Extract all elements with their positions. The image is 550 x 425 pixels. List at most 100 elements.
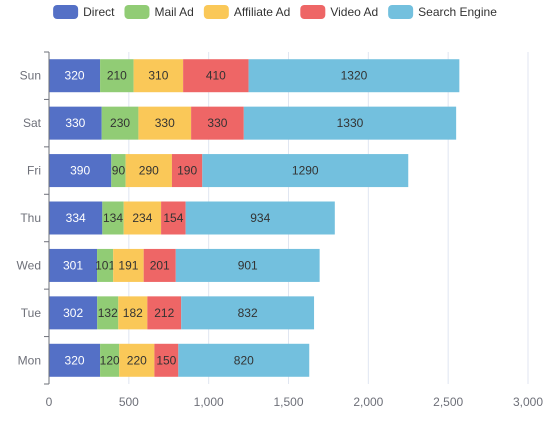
data-label-mail-ad-sun: 210 — [107, 69, 127, 83]
legend-swatch-affiliate-ad — [203, 5, 229, 19]
y-tick-label-fri: Fri — [27, 164, 41, 178]
bar-affiliate-ad-sat — [138, 106, 192, 140]
legend-item-video-ad[interactable]: Video Ad — [300, 5, 378, 19]
bar-affiliate-ad-mon — [119, 343, 155, 377]
data-label-affiliate-ad-sun: 310 — [148, 69, 168, 83]
bar-direct-sat — [49, 106, 102, 140]
data-label-mail-ad-thu: 134 — [103, 211, 123, 225]
data-label-direct-sun: 320 — [65, 69, 85, 83]
data-label-search-engine-mon: 820 — [234, 353, 254, 367]
bar-search-engine-sun — [248, 59, 460, 93]
bar-mail-ad-wed — [97, 248, 114, 282]
data-label-mail-ad-mon: 120 — [100, 353, 120, 367]
data-label-video-ad-wed: 201 — [150, 258, 170, 272]
data-label-direct-tue: 302 — [63, 306, 83, 320]
x-tick-label-500: 500 — [119, 395, 139, 409]
bar-affiliate-ad-fri — [125, 154, 172, 188]
data-label-direct-fri: 390 — [70, 164, 90, 178]
bar-mail-ad-fri — [111, 154, 126, 188]
data-label-video-ad-tue: 212 — [154, 306, 174, 320]
bar-mail-ad-sun — [100, 59, 134, 93]
bar-search-engine-sat — [243, 106, 457, 140]
bar-mail-ad-mon — [100, 343, 120, 377]
data-label-video-ad-thu: 154 — [163, 211, 183, 225]
data-label-direct-mon: 320 — [65, 353, 85, 367]
bar-direct-fri — [49, 154, 112, 188]
y-tick-label-tue: Tue — [21, 306, 42, 320]
data-label-affiliate-ad-wed: 191 — [118, 258, 138, 272]
data-label-video-ad-fri: 190 — [177, 164, 197, 178]
data-label-affiliate-ad-thu: 234 — [132, 211, 152, 225]
data-label-direct-sat: 330 — [65, 116, 85, 130]
legend-item-direct[interactable]: Direct — [53, 5, 115, 19]
bar-search-engine-wed — [175, 248, 320, 282]
data-label-search-engine-sun: 1320 — [341, 69, 368, 83]
legend-swatch-mail-ad — [124, 5, 150, 19]
data-label-video-ad-sun: 410 — [206, 69, 226, 83]
bar-mail-ad-tue — [97, 296, 119, 330]
bar-video-ad-sun — [183, 59, 249, 93]
y-tick-label-mon: Mon — [18, 353, 41, 367]
legend-swatch-video-ad — [300, 5, 326, 19]
chart-legend: Direct Mail Ad Affiliate Ad Video Ad Search … — [53, 5, 497, 19]
data-label-search-engine-wed: 901 — [238, 258, 258, 272]
data-label-video-ad-mon: 150 — [156, 353, 176, 367]
bar-search-engine-tue — [181, 296, 315, 330]
x-tick-label-3000: 3,000 — [513, 395, 543, 409]
bar-video-ad-wed — [143, 248, 176, 282]
y-tick-label-thu: Thu — [20, 211, 41, 225]
data-label-video-ad-sat: 330 — [207, 116, 227, 130]
legend-label-affiliate-ad: Affiliate Ad — [234, 5, 290, 19]
x-tick-label-2500: 2,500 — [433, 395, 463, 409]
data-label-direct-wed: 301 — [63, 258, 83, 272]
x-tick-label-2000: 2,000 — [353, 395, 383, 409]
legend-label-video-ad: Video Ad — [330, 5, 378, 19]
data-label-mail-ad-sat: 230 — [110, 116, 130, 130]
legend-item-mail-ad[interactable]: Mail Ad — [124, 5, 194, 19]
data-label-affiliate-ad-tue: 182 — [123, 306, 143, 320]
legend-item-search-engine[interactable]: Search Engine — [388, 5, 497, 19]
y-tick-label-sat: Sat — [23, 116, 42, 130]
bar-video-ad-sat — [191, 106, 244, 140]
data-label-affiliate-ad-sat: 330 — [155, 116, 175, 130]
bar-search-engine-thu — [185, 201, 335, 235]
bar-affiliate-ad-thu — [123, 201, 162, 235]
data-label-search-engine-sat: 1330 — [337, 116, 364, 130]
bar-direct-wed — [49, 248, 98, 282]
legend-label-mail-ad: Mail Ad — [154, 5, 193, 19]
bar-search-engine-mon — [178, 343, 310, 377]
x-tick-label-1000: 1,000 — [194, 395, 224, 409]
data-label-direct-thu: 334 — [66, 211, 86, 225]
bar-direct-mon — [49, 343, 101, 377]
data-label-mail-ad-fri: 90 — [112, 164, 126, 178]
legend-label-direct: Direct — [83, 5, 115, 19]
bar-search-engine-fri — [202, 154, 409, 188]
data-label-affiliate-ad-mon: 220 — [127, 353, 147, 367]
data-label-search-engine-tue: 832 — [238, 306, 258, 320]
bar-mail-ad-sat — [101, 106, 139, 140]
legend-label-search-engine: Search Engine — [418, 5, 497, 19]
legend-swatch-direct — [53, 5, 79, 19]
y-tick-label-wed: Wed — [17, 258, 41, 272]
bar-direct-sun — [49, 59, 101, 93]
bar-affiliate-ad-wed — [113, 248, 144, 282]
bar-video-ad-thu — [161, 201, 186, 235]
bar-mail-ad-thu — [102, 201, 124, 235]
legend-swatch-search-engine — [388, 5, 414, 19]
data-label-mail-ad-wed: 101 — [95, 258, 115, 272]
bar-video-ad-fri — [171, 154, 203, 188]
bar-affiliate-ad-sun — [133, 59, 184, 93]
data-label-search-engine-thu: 934 — [250, 211, 270, 225]
data-label-mail-ad-tue: 132 — [98, 306, 118, 320]
x-tick-label-1500: 1,500 — [273, 395, 303, 409]
legend-item-affiliate-ad[interactable]: Affiliate Ad — [203, 5, 290, 19]
data-label-affiliate-ad-fri: 290 — [139, 164, 159, 178]
data-label-search-engine-fri: 1290 — [292, 164, 319, 178]
chart-axes: Mon Tue Wed Thu Fri Sat Sun 0 500 1,000 1,500 2,000… — [17, 51, 543, 409]
bar-affiliate-ad-tue — [118, 296, 148, 330]
bar-video-ad-tue — [147, 296, 182, 330]
chart-bars: 320 120 220 150 820 302 132 182 212 832 301 101 191 2… — [49, 59, 460, 377]
bar-direct-thu — [49, 201, 103, 235]
